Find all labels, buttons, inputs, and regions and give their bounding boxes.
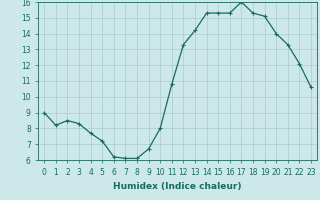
X-axis label: Humidex (Indice chaleur): Humidex (Indice chaleur) — [113, 182, 242, 191]
